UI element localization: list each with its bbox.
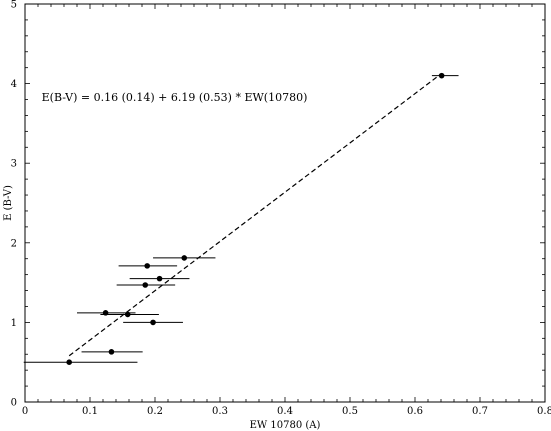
data-point [66, 359, 72, 366]
x-tick-label: 0.2 [147, 406, 163, 417]
x-tick-label: 0.5 [342, 406, 358, 417]
data-point [108, 349, 115, 355]
y-tick-label: 0 [11, 398, 17, 409]
x-axis-title: EW 10780 (A) [250, 420, 321, 431]
x-tick-label: 0 [22, 406, 28, 417]
x-tick-label: 0.4 [277, 406, 293, 417]
data-point [150, 319, 156, 326]
x-tick-label: 0.6 [407, 406, 423, 417]
plot-frame [24, 3, 546, 403]
y-tick-label: 5 [11, 0, 17, 11]
x-tick-label: 0.3 [212, 406, 228, 417]
data-points [23, 72, 459, 366]
data-point [181, 255, 188, 261]
data-point [156, 275, 163, 282]
data-point [144, 263, 150, 269]
y-tick-label: 1 [11, 318, 17, 329]
data-point [142, 282, 149, 288]
x-tick-label: 0.8 [537, 406, 551, 417]
fit-line-group [68, 72, 443, 357]
fit-line [68, 72, 443, 357]
y-axis-title: E (B-V) [3, 185, 14, 221]
axis-ticks: 0 0.1 0.2 0.3 0.4 0.5 0.6 0.7 0.8 0 1 2 3 4 5 [11, 0, 551, 417]
y-tick-label: 4 [11, 79, 17, 90]
data-point [438, 72, 445, 79]
y-tick-label: 2 [11, 238, 17, 249]
x-tick-label: 0.7 [472, 406, 488, 417]
y-tick-label: 3 [11, 159, 17, 170]
x-tick-label: 0.1 [82, 406, 98, 417]
data-point [102, 310, 109, 316]
fit-equation-annotation: E(B-V) = 0.16 (0.14) + 6.19 (0.53) * EW(… [42, 91, 308, 104]
